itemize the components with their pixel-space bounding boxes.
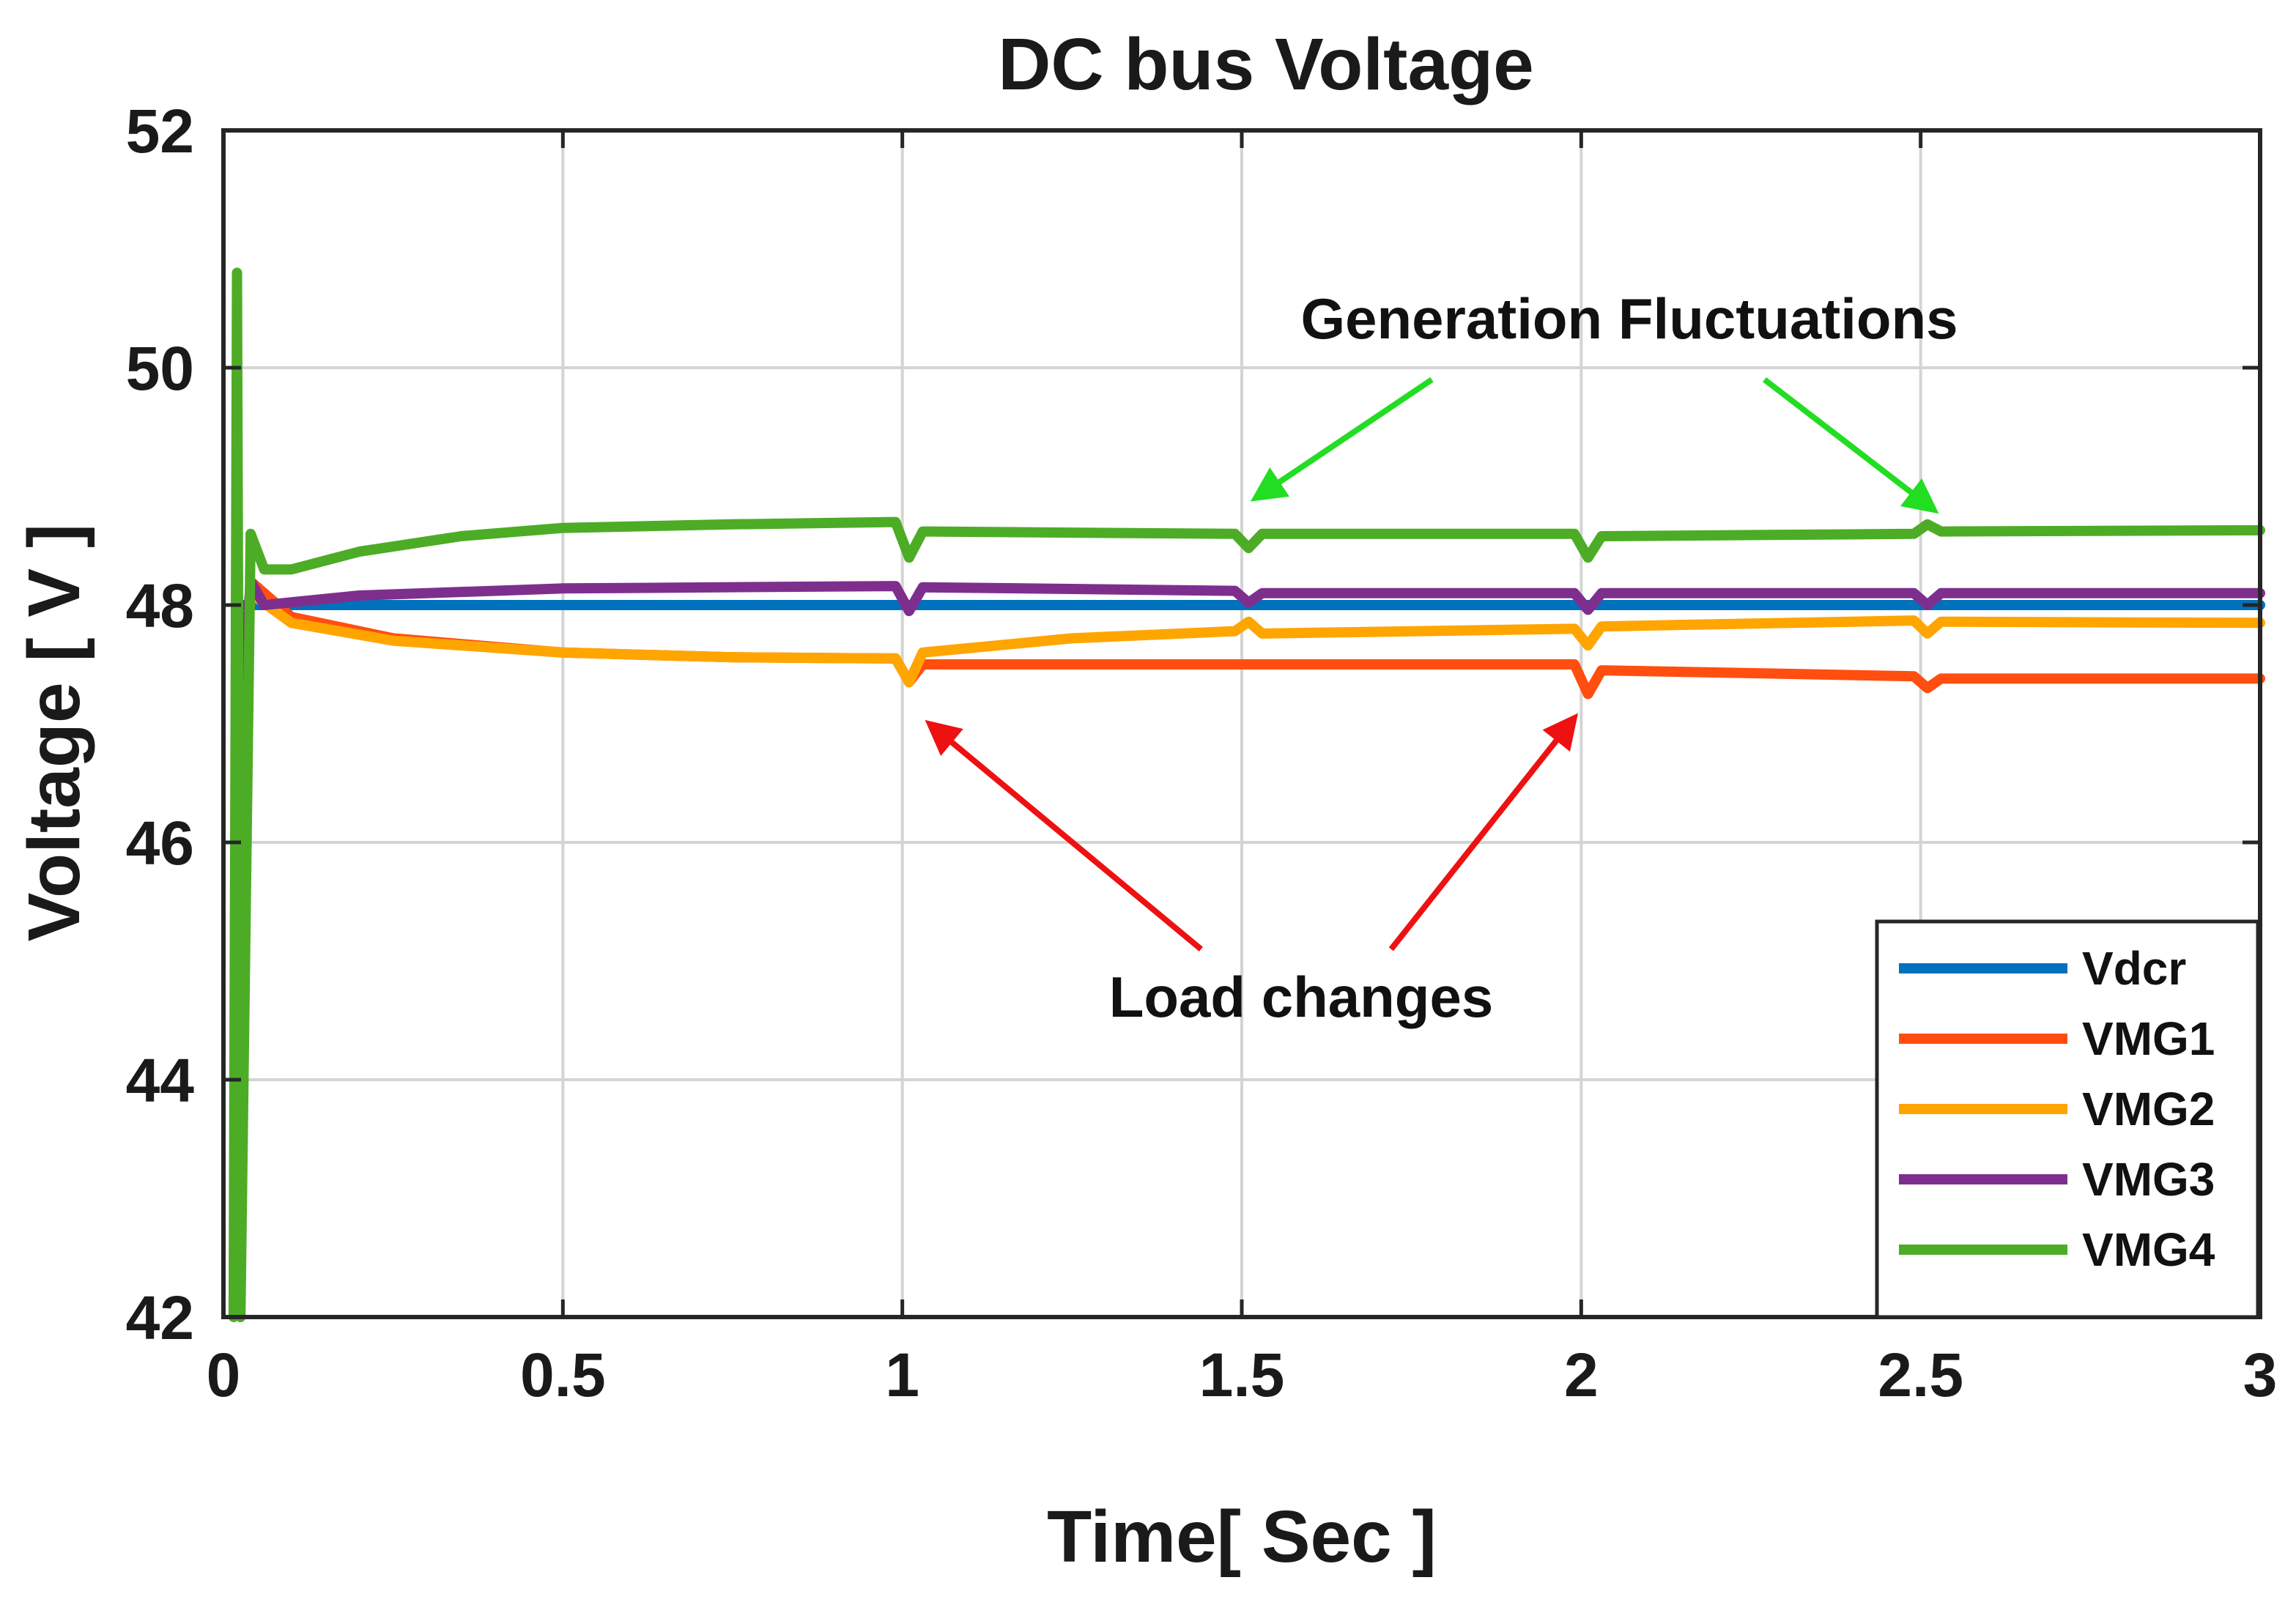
plot-frame — [221, 128, 2262, 1319]
legend-label-vmg4: VMG4 — [2082, 1223, 2215, 1276]
annotations: Generation Fluctuations Load changes — [925, 286, 1958, 1029]
legend-label-vmg1: VMG1 — [2082, 1012, 2215, 1065]
legend-label-vmg2: VMG2 — [2082, 1083, 2215, 1135]
data-series — [228, 267, 2265, 1322]
y-axis-label: Voltage [ V ] — [13, 524, 95, 941]
y-tick-label: 46 — [126, 809, 194, 878]
series-line-vmg4 — [228, 267, 2265, 1322]
series-line-vmg3 — [238, 576, 2265, 682]
generation-fluctuations-annotation: Generation Fluctuations — [1300, 286, 1958, 351]
x-tick-label: 3 — [2243, 1340, 2278, 1409]
y-tick-label: 42 — [126, 1283, 194, 1352]
y-tick-label: 44 — [126, 1046, 195, 1115]
load-arrow-2 — [1388, 713, 1579, 952]
load-arrow-1 — [925, 719, 1203, 952]
load-changes-annotation: Load changes — [1109, 965, 1493, 1029]
chart-title: DC bus Voltage — [998, 23, 1534, 105]
x-tick-label: 2.5 — [1878, 1340, 1963, 1409]
x-tick-label: 1 — [885, 1340, 919, 1409]
series-line-vmg2 — [238, 587, 2265, 705]
legend-label-vmg3: VMG3 — [2082, 1153, 2215, 1206]
legend-label-vdcr: Vdcr — [2082, 942, 2186, 995]
generation-arrow-2 — [1763, 377, 1939, 514]
generation-arrow-1 — [1250, 377, 1434, 502]
x-tick-label: 2 — [1564, 1340, 1599, 1409]
x-axis-label: Time[ Sec ] — [1047, 1496, 1437, 1578]
y-tick-label: 50 — [126, 334, 194, 403]
y-tick-label: 52 — [126, 97, 194, 166]
tick-labels: 0 0.5 1 1.5 2 2.5 3 42 44 46 48 50 52 — [126, 97, 2278, 1409]
x-tick-label: 0 — [207, 1340, 241, 1409]
x-tick-label: 1.5 — [1199, 1340, 1285, 1409]
y-tick-label: 48 — [126, 571, 194, 640]
x-tick-label: 0.5 — [520, 1340, 606, 1409]
legend: Vdcr VMG1 VMG2 VMG3 VMG4 — [1875, 919, 2260, 1319]
